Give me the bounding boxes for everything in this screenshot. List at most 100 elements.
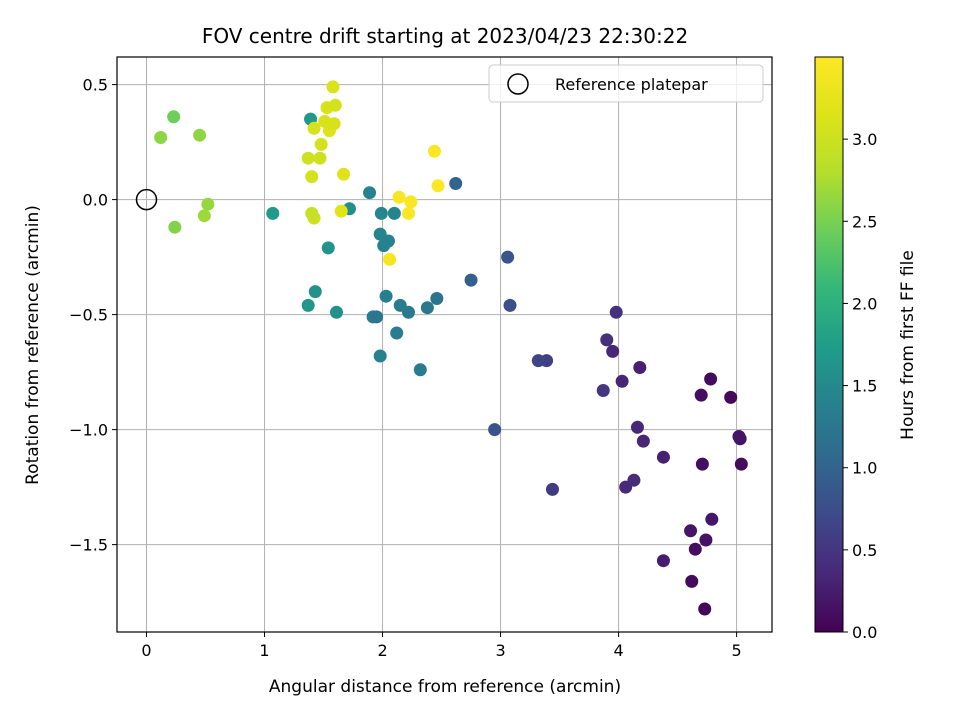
data-point: [724, 390, 738, 404]
data-point: [334, 204, 348, 218]
data-point: [390, 326, 404, 340]
data-point: [402, 206, 416, 220]
data-point: [684, 524, 698, 538]
colorbar-gradient: [814, 56, 844, 633]
data-point: [392, 190, 406, 204]
x-tick-label: 3: [495, 641, 505, 660]
data-point: [193, 128, 207, 142]
colorbar-tick-label: 0.0: [852, 623, 877, 642]
data-point: [305, 170, 319, 184]
data-point: [168, 220, 182, 234]
data-point: [694, 388, 708, 402]
data-point: [656, 554, 670, 568]
data-point: [154, 131, 168, 144]
y-axis-label: Rotation from reference (arcmin): [23, 205, 43, 485]
data-point: [328, 98, 342, 112]
data-point: [615, 374, 629, 388]
data-point: [318, 114, 332, 128]
plot-area-frame: [116, 56, 773, 633]
colorbar: 0.0 0.5 1.0 1.5 2.0 2.5 3.0 Hours from first F…: [814, 56, 918, 642]
data-point: [326, 80, 340, 94]
data-point: [609, 305, 623, 319]
data-point: [330, 305, 344, 319]
data-point: [464, 273, 478, 287]
colorbar-tick-label: 2.0: [852, 294, 877, 313]
y-tick-label: −1.0: [69, 421, 108, 440]
data-point: [695, 457, 709, 471]
data-point: [307, 121, 321, 135]
y-tick-label: −0.5: [69, 306, 108, 325]
data-point: [266, 206, 280, 220]
x-tick-label: 5: [732, 641, 742, 660]
data-point: [630, 420, 644, 434]
data-point: [427, 144, 441, 158]
x-tick-label: 1: [259, 641, 269, 660]
data-point: [167, 110, 181, 124]
data-point: [431, 179, 445, 193]
data-point: [321, 241, 335, 255]
legend-label-reference-platepar: Reference platepar: [555, 75, 708, 94]
y-tick-label: −1.5: [69, 536, 108, 555]
data-point: [698, 602, 712, 616]
data-point: [619, 480, 633, 494]
x-axis-label: Angular distance from reference (arcmin): [269, 677, 621, 697]
x-tick-label: 4: [613, 641, 623, 660]
data-point: [420, 301, 434, 315]
x-axis-ticks: 0 1 2 3 4 5: [141, 632, 742, 660]
data-point: [379, 289, 393, 303]
data-point: [503, 298, 517, 312]
colorbar-tick-label: 1.5: [852, 377, 877, 396]
data-point: [704, 372, 718, 386]
data-point: [404, 195, 418, 209]
data-point: [488, 423, 502, 437]
data-point: [413, 363, 427, 377]
data-point: [545, 482, 559, 496]
data-points: [135, 80, 748, 616]
data-point: [705, 512, 719, 526]
grid-lines: [117, 57, 772, 632]
data-point: [383, 252, 397, 266]
data-point: [633, 361, 647, 374]
data-point: [606, 344, 620, 358]
data-point: [197, 209, 211, 223]
colorbar-tick-label: 3.0: [852, 130, 877, 149]
data-point: [337, 167, 351, 181]
data-point: [301, 151, 315, 165]
colorbar-ticks: 0.0 0.5 1.0 1.5 2.0 2.5 3.0: [843, 130, 877, 642]
data-point: [501, 250, 515, 264]
y-tick-label: 0.5: [83, 76, 108, 95]
data-point: [430, 292, 444, 305]
data-point: [600, 333, 614, 347]
data-point: [373, 227, 387, 241]
data-point: [699, 533, 713, 547]
data-point: [313, 151, 327, 165]
data-point: [685, 574, 699, 588]
y-tick-label: 0.0: [83, 191, 108, 210]
legend-box: [488, 64, 764, 103]
colorbar-label: Hours from first FF file: [898, 250, 918, 440]
data-point: [301, 298, 315, 312]
chart-title: FOV centre drift starting at 2023/04/23 …: [202, 24, 688, 48]
y-axis-ticks: 0.5 0.0 −0.5 −1.0 −1.5: [69, 76, 117, 555]
data-point: [314, 137, 328, 151]
data-point: [377, 239, 391, 253]
data-point: [370, 310, 384, 324]
data-point: [636, 434, 650, 448]
data-point: [201, 197, 215, 211]
data-point: [656, 450, 670, 464]
data-point: [688, 542, 702, 556]
legend-marker-open-circle: [507, 73, 529, 95]
x-tick-label: 0: [141, 641, 151, 660]
reference-platepar-marker: [135, 188, 158, 211]
data-point: [596, 384, 610, 397]
data-point: [531, 354, 545, 368]
data-point: [449, 177, 463, 190]
data-point: [374, 206, 388, 220]
colorbar-tick-label: 0.5: [852, 541, 877, 560]
x-tick-label: 2: [377, 641, 387, 660]
data-point: [305, 206, 319, 220]
colorbar-tick-label: 2.5: [852, 212, 877, 231]
data-point: [308, 285, 322, 299]
data-point: [363, 186, 377, 200]
